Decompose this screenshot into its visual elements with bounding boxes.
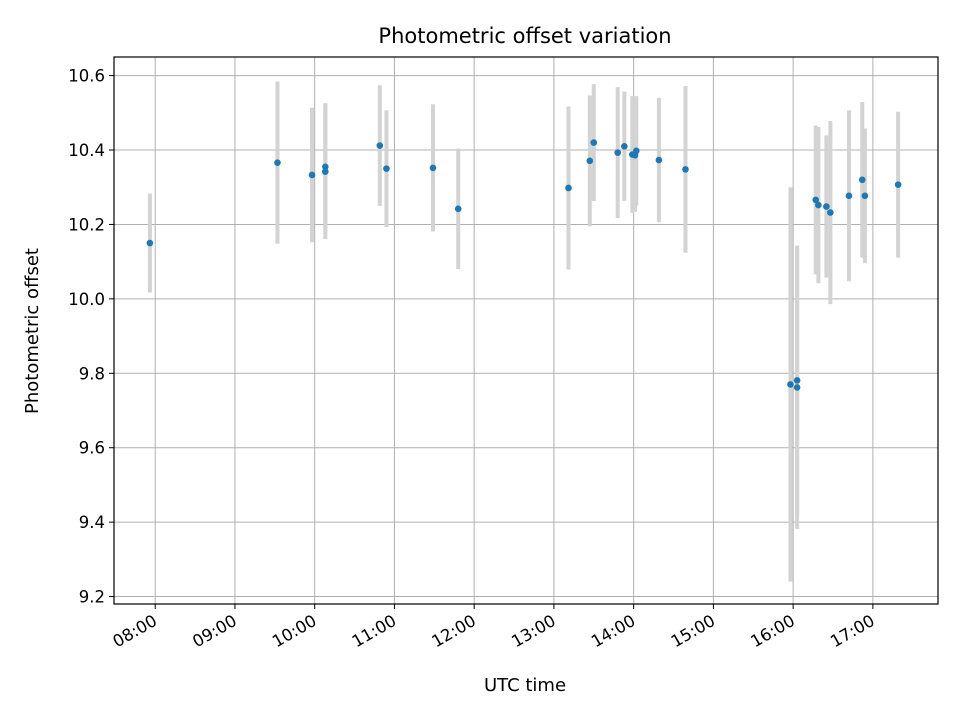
data-point [827, 209, 834, 216]
data-point [815, 201, 822, 209]
x-gridlines [154, 57, 874, 604]
chart-title: Photometric offset variation [378, 24, 671, 48]
data-point [823, 203, 830, 210]
data-point [376, 142, 384, 149]
y-tick-label: 9.8 [79, 364, 105, 383]
data-point [586, 157, 594, 165]
data-point [861, 192, 869, 200]
data-point [322, 168, 329, 175]
y-gridlines [114, 75, 938, 598]
data-point [894, 181, 902, 188]
data-point [274, 159, 281, 166]
data-point [682, 166, 689, 173]
data-point [429, 164, 437, 172]
data-point [146, 239, 154, 247]
y-axis-ticks: 9.2 9.4 9.6 9.8 10.0 10.2 10.4 10.6 [68, 67, 114, 607]
data-point [787, 381, 794, 388]
y-tick-label: 10.6 [68, 67, 105, 86]
data-points [146, 139, 902, 391]
data-point [793, 377, 801, 384]
data-point [845, 192, 853, 200]
y-tick-label: 10.0 [68, 290, 105, 309]
data-point [621, 143, 628, 150]
y-tick-label: 9.2 [79, 588, 105, 607]
data-point [633, 147, 640, 155]
data-point [308, 171, 316, 179]
data-point [565, 184, 572, 192]
data-point [793, 384, 801, 391]
x-axis-label: UTC time [484, 675, 566, 696]
plot-frame [113, 56, 939, 605]
data-point [858, 176, 866, 184]
y-tick-label: 10.4 [68, 141, 105, 160]
y-tick-label: 9.4 [79, 513, 105, 532]
data-point [812, 196, 820, 204]
data-point [614, 149, 622, 156]
plot-area-background [114, 57, 938, 604]
y-tick-label: 9.6 [79, 439, 105, 458]
data-point [590, 139, 598, 146]
data-point [454, 205, 462, 213]
y-tick-label: 10.2 [68, 215, 105, 234]
data-point [322, 163, 329, 171]
data-point [655, 156, 663, 164]
y-axis-label: Photometric offset [22, 248, 43, 414]
data-point [383, 165, 390, 172]
